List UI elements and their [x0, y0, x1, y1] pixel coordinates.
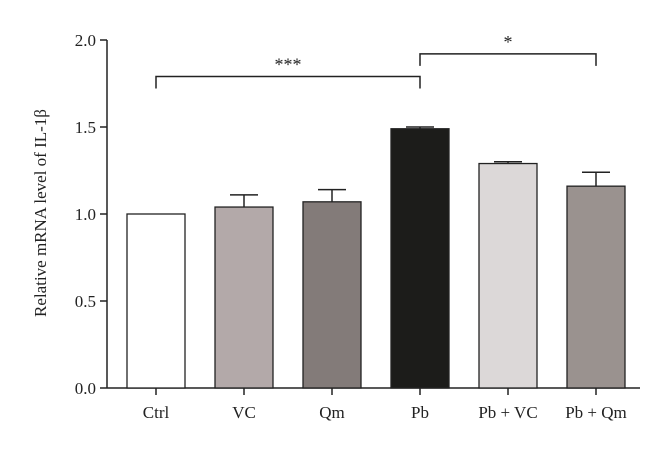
x-tick-label-3: Pb: [411, 403, 429, 422]
y-tick-label-3: 1.5: [75, 118, 96, 137]
x-tick-label-4: Pb + VC: [478, 403, 537, 422]
y-axis-title: Relative mRNA level of IL-1β: [31, 109, 50, 317]
bar-qm: [302, 201, 362, 389]
y-tick-label-1: 0.5: [75, 292, 96, 311]
y-tick-label-4: 2.0: [75, 31, 96, 50]
bar-pb-vc: [478, 162, 538, 389]
x-tick-label-0: Ctrl: [143, 403, 170, 422]
significance-bracket-0: [155, 75, 421, 89]
x-tick-label-5: Pb + Qm: [565, 403, 627, 422]
y-tick-label-2: 1.0: [75, 205, 96, 224]
bar-pb-qm: [566, 185, 626, 389]
bar-pb: [390, 128, 450, 389]
bar-vc: [214, 206, 274, 389]
bar-ctrl: [126, 213, 186, 389]
y-tick-label-0: 0.0: [75, 379, 96, 398]
x-tick-label-1: VC: [232, 403, 256, 422]
significance-label-1: *: [504, 32, 513, 52]
plot-area: 0.0 0.5 1.0 1.5 2.0 Ctrl VC Qm Pb Pb + VC Pb + Qm *…: [75, 31, 640, 422]
significance-label-0: ***: [275, 55, 302, 75]
significance-bracket-1: [419, 53, 597, 66]
x-tick-label-2: Qm: [319, 403, 345, 422]
